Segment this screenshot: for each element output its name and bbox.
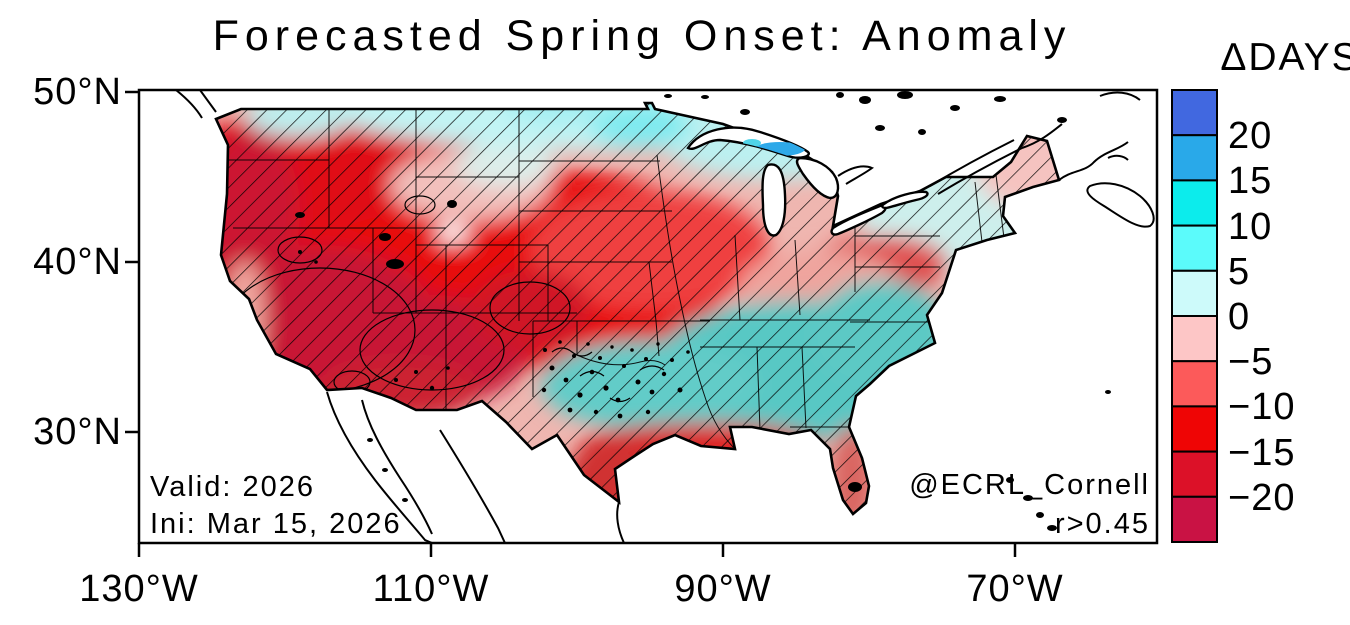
- lake-huron: [795, 156, 840, 200]
- colorbar-swatch: [1171, 224, 1218, 272]
- colorbar-tick: −5: [1228, 341, 1273, 383]
- colorbar-tick: 15: [1228, 160, 1272, 202]
- figure-title: Forecasted Spring Onset: Anomaly: [213, 12, 1072, 60]
- colorbar-tick: 5: [1228, 251, 1250, 293]
- colorbar-swatch: [1171, 315, 1218, 363]
- y-tick-40n: 40°N: [33, 241, 122, 283]
- colorbar-swatches: [1171, 89, 1218, 543]
- valid-date-label: Valid: 2026: [150, 471, 315, 503]
- colorbar-swatch: [1171, 89, 1218, 137]
- x-tick-110w: 110°W: [373, 568, 490, 610]
- x-tick-70w: 70°W: [966, 568, 1063, 610]
- y-tick-50n: 50°N: [33, 71, 122, 113]
- canada-coastlines: [175, 90, 1155, 228]
- islands-dots: [295, 200, 1111, 531]
- state-borders: [225, 109, 1005, 450]
- colorbar: 20 15 10 5 0 −5 −10 −15 −20: [1171, 89, 1295, 543]
- credit-label: @ECRL_Cornell: [909, 469, 1150, 501]
- colorbar-swatch: [1171, 269, 1218, 317]
- colorbar-tick: −10: [1228, 386, 1295, 428]
- x-tick-130w: 130°W: [79, 568, 198, 610]
- lake-erie: [830, 204, 887, 236]
- colorbar-title: ΔDAYS: [1220, 36, 1350, 79]
- x-axis-labels: 130°W 110°W 90°W 70°W: [79, 568, 1063, 610]
- colorbar-swatch: [1171, 179, 1218, 227]
- lake-ontario: [881, 190, 929, 210]
- colorbar-swatch: [1171, 405, 1218, 453]
- colorbar-swatch: [1171, 134, 1218, 182]
- canada-lakes: [664, 91, 1067, 135]
- colorbar-tick: −15: [1228, 432, 1295, 474]
- significance-threshold-label: r>0.45: [1055, 508, 1150, 540]
- init-date-label: Ini: Mar 15, 2026: [150, 508, 402, 540]
- colorbar-tick: 20: [1228, 115, 1272, 157]
- y-tick-30n: 30°N: [33, 411, 122, 453]
- colorbar-tick: 0: [1228, 296, 1250, 338]
- y-axis-labels: 50°N 40°N 30°N: [33, 71, 122, 453]
- colorbar-swatch: [1171, 360, 1218, 408]
- axis-ticks: [125, 90, 1017, 557]
- colorbar-swatch: [1171, 495, 1218, 543]
- colorbar-tick: −20: [1228, 477, 1295, 519]
- colorbar-tick: 10: [1228, 206, 1272, 248]
- colorbar-tick-labels: 20 15 10 5 0 −5 −10 −15 −20: [1228, 115, 1295, 519]
- x-tick-90w: 90°W: [674, 568, 771, 610]
- map-frame: [137, 88, 1159, 545]
- colorbar-swatch: [1171, 450, 1218, 498]
- mexico-coastlines: [326, 391, 625, 543]
- lake-michigan: [761, 163, 787, 237]
